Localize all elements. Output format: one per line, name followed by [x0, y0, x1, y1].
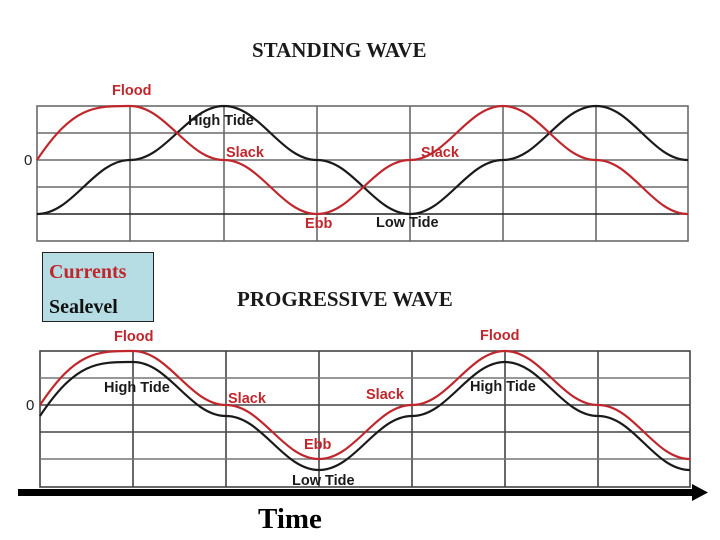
- progressive-high-tide-label-2: High Tide: [470, 379, 536, 395]
- progressive-zero-label: 0: [26, 397, 35, 414]
- standing-slack-label-1: Slack: [226, 145, 264, 161]
- time-axis-label: Time: [258, 503, 322, 535]
- standing-slack-label-2: Slack: [421, 145, 459, 161]
- progressive-flood-label-1: Flood: [114, 329, 154, 345]
- progressive-flood-label-2: Flood: [480, 328, 520, 344]
- standing-wave-grid: [36, 105, 689, 242]
- progressive-currents-curve: [39, 349, 691, 461]
- standing-low-tide-label: Low Tide: [376, 215, 439, 231]
- progressive-wave-title: PROGRESSIVE WAVE: [237, 287, 453, 311]
- legend-sealevel: Sealevel: [49, 296, 118, 318]
- progressive-sealevel-curve: [39, 360, 691, 472]
- standing-wave-title: STANDING WAVE: [252, 38, 427, 62]
- standing-ebb-label: Ebb: [305, 216, 333, 232]
- progressive-slack-label-1: Slack: [228, 391, 266, 407]
- progressive-low-tide-label: Low Tide: [292, 473, 355, 489]
- progressive-ebb-label: Ebb: [304, 437, 332, 453]
- standing-high-tide-label: High Tide: [188, 113, 254, 129]
- legend-currents: Currents: [49, 261, 127, 283]
- legend-box: Currents Sealevel: [42, 252, 154, 322]
- progressive-wave-grid: [39, 350, 691, 488]
- standing-zero-label: 0: [24, 152, 33, 169]
- progressive-high-tide-label-1: High Tide: [104, 380, 170, 396]
- standing-flood-label: Flood: [112, 83, 152, 99]
- progressive-slack-label-2: Slack: [366, 387, 404, 403]
- time-axis-arrow: [18, 484, 708, 501]
- standing-currents-curve: [36, 104, 689, 216]
